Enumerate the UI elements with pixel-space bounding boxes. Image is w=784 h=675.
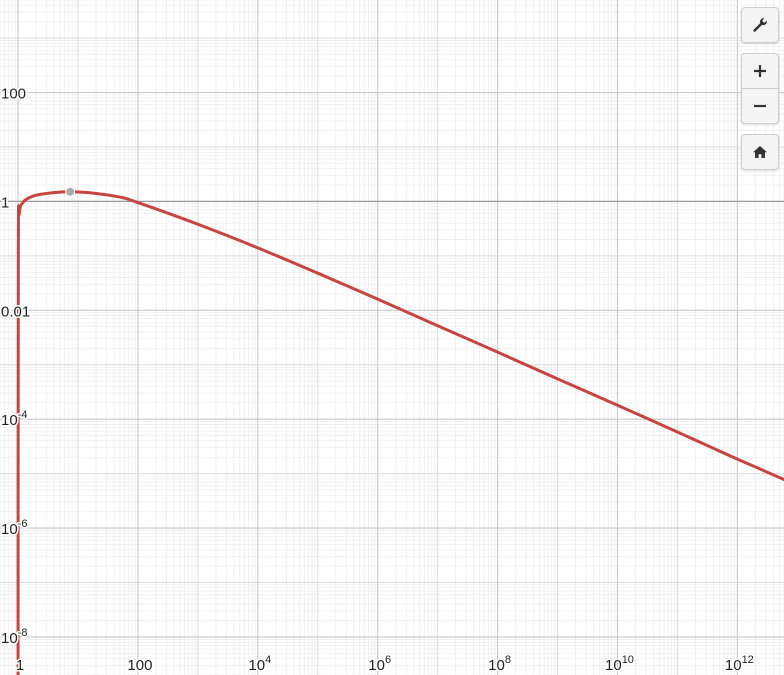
plus-icon: [753, 64, 767, 78]
wrench-icon: [752, 17, 768, 33]
zoom-in-button[interactable]: [741, 53, 779, 89]
x-tick-label: 1: [16, 657, 24, 674]
curve-layer: [16, 190, 784, 675]
x-tick-label: 100: [127, 657, 152, 674]
x-tick-label: 106: [368, 654, 391, 674]
y-tick-label: 10-8: [1, 627, 27, 647]
zoom-out-button[interactable]: [741, 89, 779, 124]
y-tick-label: 10-4: [1, 409, 27, 429]
x-tick-label: 1010: [605, 654, 634, 674]
curve-series[interactable]: [16, 190, 784, 675]
x-tick-labels: 1 100 104 106 108 1010 1012: [14, 653, 755, 675]
x-tick-label: 108: [488, 654, 511, 674]
y-tick-label: 1: [1, 194, 9, 211]
settings-button[interactable]: [741, 7, 779, 43]
x-tick-label: 1012: [725, 654, 754, 674]
y-tick-labels: 100 1 0.01 10-4 10-6 10-8: [0, 84, 32, 648]
zoom-group: [741, 53, 779, 124]
x-tick-label: 104: [248, 654, 271, 674]
max-point-marker[interactable]: [65, 186, 76, 197]
graph-controls: [741, 7, 779, 170]
minus-icon: [753, 99, 767, 113]
y-tick-label: 0.01: [1, 303, 30, 320]
y-tick-label: 10-6: [1, 518, 27, 538]
y-tick-label: 100: [1, 85, 26, 102]
point-layer: [65, 186, 76, 197]
home-button[interactable]: [741, 134, 779, 170]
home-icon: [752, 145, 768, 159]
